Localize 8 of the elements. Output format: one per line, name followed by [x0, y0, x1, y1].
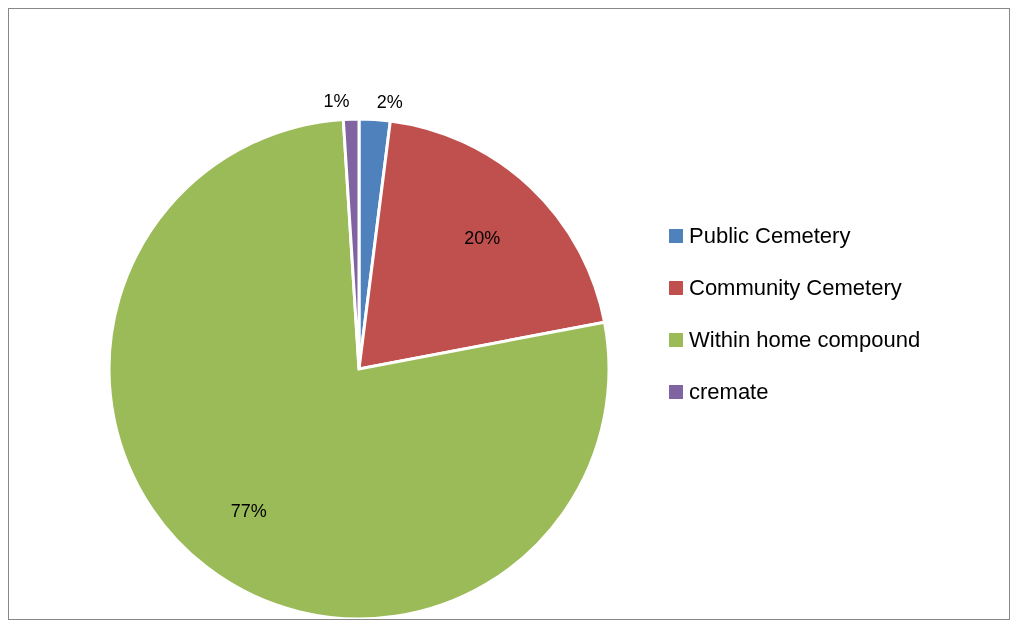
data-label: 2% — [376, 91, 403, 112]
data-label: 20% — [464, 227, 501, 248]
data-label: 1% — [323, 91, 350, 112]
legend-label: Community Cemetery — [689, 274, 902, 302]
legend-label: Public Cemetery — [689, 222, 851, 250]
data-label: 77% — [230, 501, 267, 522]
legend-label: Within home compound — [689, 326, 921, 354]
legend-label: cremate — [689, 378, 769, 406]
